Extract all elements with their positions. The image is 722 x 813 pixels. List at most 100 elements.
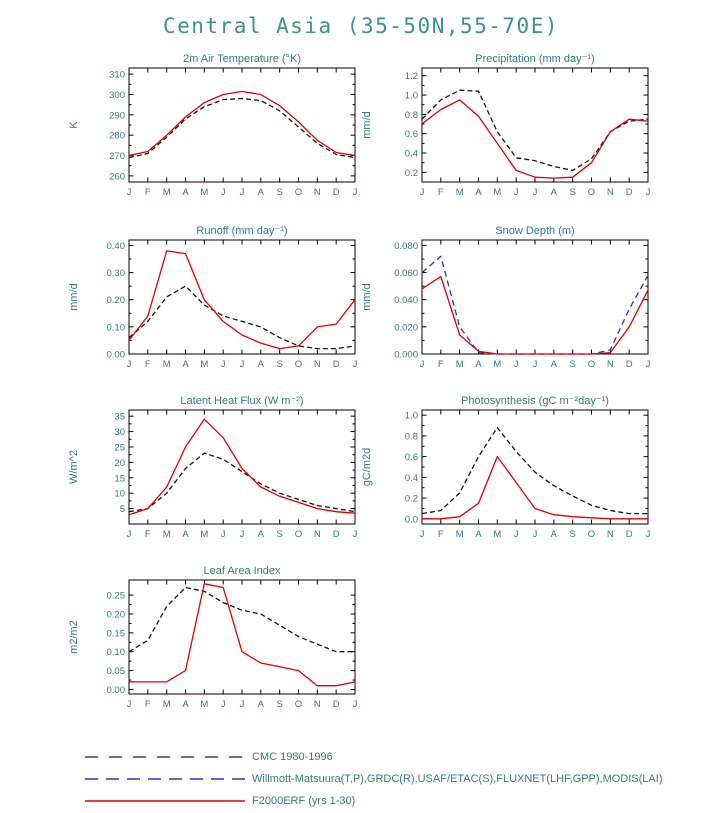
svg-text:30: 30 (114, 427, 125, 438)
svg-text:0.10: 0.10 (107, 647, 126, 658)
series-line (128, 250, 356, 350)
svg-text:A: A (258, 187, 265, 198)
svg-text:5: 5 (120, 504, 125, 515)
svg-text:0.4: 0.4 (405, 149, 418, 160)
svg-text:F: F (145, 359, 151, 370)
svg-text:J: J (240, 529, 245, 540)
svg-text:0.10: 0.10 (107, 322, 126, 333)
svg-text:D: D (626, 187, 633, 198)
chart-photosynthesis: Photosynthesis (gC m⁻²day⁻¹) gC/m2d 0.0 0.2… (356, 394, 656, 566)
svg-text:290: 290 (109, 110, 125, 121)
svg-text:1.2: 1.2 (405, 71, 418, 82)
svg-text:0.20: 0.20 (107, 609, 126, 620)
legend-solid-line-red (85, 800, 245, 802)
svg-text:0.0: 0.0 (405, 514, 418, 525)
svg-text:K: K (68, 121, 80, 129)
chart-snow-depth: Snow Depth (m) mm/d 0.000 0.020 0.040 0.060 0.… (356, 224, 656, 396)
svg-text:A: A (182, 359, 189, 370)
svg-text:0.20: 0.20 (107, 295, 126, 306)
chart-runoff: Runoff (mm day⁻¹) mm/d 0.00 0.10 0.20 0.30 0.4… (63, 224, 363, 396)
svg-text:F: F (145, 699, 151, 710)
svg-text:M: M (163, 359, 171, 370)
legend-dashed-line-black (85, 756, 245, 758)
svg-text:J: J (127, 187, 132, 198)
svg-text:A: A (475, 529, 482, 540)
svg-text:Latent Heat Flux (W m⁻²): Latent Heat Flux (W m⁻²) (180, 395, 303, 407)
svg-text:S: S (276, 359, 282, 370)
svg-text:20: 20 (114, 458, 125, 469)
series-line (128, 586, 355, 653)
series-line (129, 583, 356, 687)
svg-text:0.040: 0.040 (394, 295, 418, 306)
svg-text:A: A (258, 359, 265, 370)
chart-latent-heat-flux: Latent Heat Flux (W m⁻²) W/m^2 5 10 15 20 25 30… (63, 394, 363, 566)
legend-label-model: F2000ERF (yrs 1-30) (252, 795, 356, 807)
series-line (421, 99, 649, 179)
svg-text:F: F (145, 529, 151, 540)
svg-text:A: A (258, 699, 265, 710)
svg-text:Runoff (mm day⁻¹): Runoff (mm day⁻¹) (196, 225, 287, 237)
svg-text:0.060: 0.060 (394, 268, 418, 279)
svg-text:M: M (493, 529, 501, 540)
svg-text:J: J (533, 529, 538, 540)
svg-text:O: O (295, 699, 302, 710)
svg-text:A: A (475, 187, 482, 198)
svg-text:M: M (456, 359, 464, 370)
svg-text:1.0: 1.0 (405, 411, 418, 422)
svg-text:J: J (221, 529, 226, 540)
svg-text:A: A (182, 699, 189, 710)
svg-text:J: J (127, 699, 132, 710)
svg-text:0.4: 0.4 (405, 473, 418, 484)
svg-text:F: F (438, 359, 444, 370)
svg-text:25: 25 (114, 442, 125, 453)
svg-text:D: D (626, 359, 633, 370)
svg-text:m2/m2: m2/m2 (68, 620, 80, 654)
svg-text:D: D (333, 187, 340, 198)
svg-text:F: F (438, 529, 444, 540)
chart-canvas: Runoff (mm day⁻¹) mm/d 0.00 0.10 0.20 0.30 0.4… (68, 225, 358, 370)
svg-text:J: J (221, 699, 226, 710)
svg-text:A: A (475, 359, 482, 370)
svg-text:S: S (276, 699, 282, 710)
svg-text:J: J (353, 699, 358, 710)
svg-text:J: J (514, 529, 519, 540)
svg-text:J: J (646, 359, 651, 370)
series-line (421, 426, 648, 515)
svg-text:0.8: 0.8 (405, 431, 418, 442)
svg-text:0.080: 0.080 (394, 241, 418, 252)
svg-text:M: M (163, 529, 171, 540)
svg-text:O: O (295, 359, 302, 370)
svg-text:J: J (646, 529, 651, 540)
legend-label-cmc: CMC 1980-1996 (252, 751, 333, 763)
svg-text:S: S (276, 529, 282, 540)
svg-text:0.00: 0.00 (107, 685, 126, 696)
svg-text:260: 260 (109, 171, 125, 182)
chart-precipitation: Precipitation (mm day⁻¹) mm/d 0.2 0.4 0.6 0.8… (356, 52, 656, 224)
svg-text:300: 300 (109, 90, 125, 101)
svg-text:F: F (438, 187, 444, 198)
svg-text:0.6: 0.6 (405, 129, 418, 140)
svg-text:J: J (533, 359, 538, 370)
svg-text:0.6: 0.6 (405, 452, 418, 463)
legend-item-obs: Willmott-Matsuura(T,P),GRDC(R),USAF/ETAC… (85, 768, 722, 790)
svg-text:A: A (551, 187, 558, 198)
legend-item-model: F2000ERF (yrs 1-30) (85, 790, 722, 812)
svg-text:M: M (493, 187, 501, 198)
svg-text:J: J (221, 187, 226, 198)
svg-text:0.2: 0.2 (405, 168, 418, 179)
series-line (421, 275, 649, 355)
series-line (128, 452, 356, 513)
svg-text:J: J (240, 187, 245, 198)
svg-text:J: J (240, 359, 245, 370)
svg-text:J: J (514, 187, 519, 198)
svg-text:A: A (551, 529, 558, 540)
series-line (128, 285, 356, 350)
svg-text:O: O (588, 359, 595, 370)
svg-text:Snow Depth (m): Snow Depth (m) (495, 225, 574, 237)
svg-text:N: N (607, 359, 614, 370)
svg-text:D: D (626, 529, 633, 540)
svg-text:O: O (295, 187, 302, 198)
svg-text:gC/m2d: gC/m2d (361, 448, 373, 487)
legend: CMC 1980-1996 Willmott-Matsuura(T,P),GRD… (85, 746, 722, 812)
legend-label-obs: Willmott-Matsuura(T,P),GRDC(R),USAF/ETAC… (252, 773, 663, 785)
